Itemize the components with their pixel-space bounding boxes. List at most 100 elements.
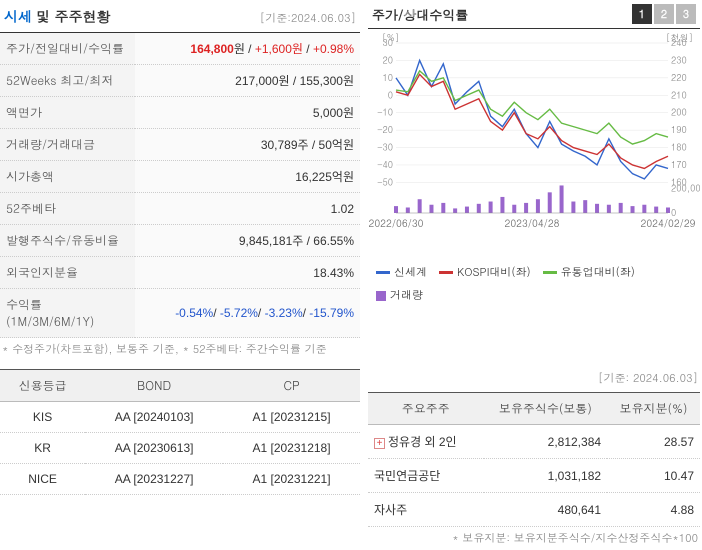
chart-tab-2[interactable]: 2 — [654, 4, 674, 24]
svg-text:190: 190 — [671, 123, 687, 136]
credit-cell: NICE — [0, 464, 85, 495]
shareholder-name: 자사주 — [368, 493, 484, 527]
shareholder-shares: 2,812,384 — [484, 425, 607, 459]
title-ref-date: [기준:2024.06.03] — [260, 11, 356, 26]
kv-key: 주가/전일대비/수익률 — [0, 33, 135, 65]
kv-value: 164,800원 / +1,600원 / +0.98% — [135, 33, 360, 65]
kv-value: 217,000원 / 155,300원 — [135, 65, 360, 97]
kv-key: 발행주식수/유동비율 — [0, 225, 135, 257]
legend-label: 유통업대비(좌) — [561, 265, 635, 280]
svg-text:-30: -30 — [377, 141, 393, 154]
shareholder-col-header: 보유주식수(보통) — [484, 393, 607, 425]
svg-text:2022/06/30: 2022/06/30 — [369, 216, 424, 230]
svg-text:210: 210 — [671, 88, 687, 101]
kv-value: 30,789주 / 50억원 — [135, 129, 360, 161]
svg-text:-20: -20 — [377, 123, 393, 136]
credit-cell: KIS — [0, 402, 85, 433]
relative-return-chart: 3024020230102200210-10200-20190-30180-40… — [368, 29, 700, 261]
credit-cell: AA [20231227] — [85, 464, 223, 495]
credit-cell: AA [20230613] — [85, 433, 223, 464]
shareholder-footnote: * 보유지분: 보유지분주식수/지수산정주식수*100 — [368, 527, 700, 550]
svg-text:10: 10 — [383, 71, 394, 84]
kv-key: 액면가 — [0, 97, 135, 129]
chart-tab-1[interactable]: 1 — [632, 4, 652, 24]
shareholder-shares: 480,641 — [484, 493, 607, 527]
legend-item: KOSPI대비(좌) — [439, 265, 531, 280]
svg-text:-50: -50 — [377, 175, 393, 188]
legend-swatch — [439, 271, 453, 274]
kv-key: 거래량/거래대금 — [0, 129, 135, 161]
table-row: 자사주480,6414.88 — [368, 493, 700, 527]
shareholder-pct: 10.47 — [607, 459, 700, 493]
svg-text:-40: -40 — [377, 158, 393, 171]
svg-text:2023/04/28: 2023/04/28 — [505, 216, 560, 230]
credit-col-header: BOND — [85, 370, 223, 402]
kv-key: 52Weeks 최고/최저 — [0, 65, 135, 97]
legend-label: KOSPI대비(좌) — [457, 265, 531, 280]
svg-text:170: 170 — [671, 158, 687, 171]
price-summary-table: 주가/전일대비/수익률164,800원 / +1,600원 / +0.98%52… — [0, 33, 360, 338]
svg-text:20: 20 — [383, 53, 394, 66]
kv-value: 18.43% — [135, 257, 360, 289]
title-main: 및 주주현황 — [36, 6, 111, 26]
legend-item: 신세계 — [376, 265, 427, 280]
shareholder-ref-date: [기준: 2024.06.03] — [368, 367, 700, 390]
credit-col-header: 신용등급 — [0, 370, 85, 402]
legend-label: 신세계 — [394, 265, 427, 280]
credit-col-header: CP — [223, 370, 360, 402]
table-row: NICEAA [20231227]A1 [20231221] — [0, 464, 360, 495]
svg-text:220: 220 — [671, 71, 687, 84]
credit-cell: A1 [20231218] — [223, 433, 360, 464]
kv-value: 5,000원 — [135, 97, 360, 129]
kv-key: 수익률 (1M/3M/6M/1Y) — [0, 289, 135, 338]
chart-tabs: 1 2 3 — [632, 4, 696, 24]
table-row: 국민연금공단1,031,18210.47 — [368, 459, 700, 493]
credit-cell: AA [20240103] — [85, 402, 223, 433]
legend-swatch — [376, 291, 386, 301]
kv-value: 1.02 — [135, 193, 360, 225]
credit-rating-table: 신용등급BONDCP KISAA [20240103]A1 [20231215]… — [0, 369, 360, 495]
legend-item: 거래량 — [376, 288, 423, 303]
svg-text:180: 180 — [671, 141, 687, 154]
shareholder-name: 국민연금공단 — [368, 459, 484, 493]
legend-item: 유통업대비(좌) — [543, 265, 635, 280]
chart-tab-3[interactable]: 3 — [676, 4, 696, 24]
legend-label: 거래량 — [390, 288, 423, 303]
shareholder-pct: 28.57 — [607, 425, 700, 459]
section-title-price: 시세 및 주주현황 [기준:2024.06.03] — [0, 0, 360, 33]
credit-cell: A1 [20231215] — [223, 402, 360, 433]
chart-title: 주가/상대수익률 — [372, 5, 468, 24]
legend-swatch — [376, 271, 390, 274]
kv-value: -0.54%/ -5.72%/ -3.23%/ -15.79% — [135, 289, 360, 338]
kv-key: 시가총액 — [0, 161, 135, 193]
credit-cell: A1 [20231221] — [223, 464, 360, 495]
chart-header: 주가/상대수익률 1 2 3 — [368, 0, 700, 29]
shareholder-col-header: 보유지분(%) — [607, 393, 700, 425]
kv-value: 16,225억원 — [135, 161, 360, 193]
svg-text:[천원]: [천원] — [666, 31, 693, 44]
table-row: KISAA [20240103]A1 [20231215] — [0, 402, 360, 433]
chart-legend: 신세계 KOSPI대비(좌) 유통업대비(좌) 거래량 — [368, 261, 700, 307]
svg-text:200,000: 200,000 — [671, 182, 700, 195]
shareholder-name[interactable]: +정유경 외 2인 — [368, 425, 484, 459]
shareholder-pct: 4.88 — [607, 493, 700, 527]
svg-text:230: 230 — [671, 53, 687, 66]
shareholder-table: 주요주주보유주식수(보통)보유지분(%) +정유경 외 2인2,812,3842… — [368, 392, 700, 527]
expand-icon[interactable]: + — [374, 438, 385, 449]
title-accent: 시세 — [4, 6, 32, 26]
svg-text:0: 0 — [388, 88, 393, 101]
shareholder-col-header: 주요주주 — [368, 393, 484, 425]
shareholder-shares: 1,031,182 — [484, 459, 607, 493]
svg-text:-10: -10 — [377, 106, 393, 119]
svg-text:200: 200 — [671, 106, 687, 119]
table-row: +정유경 외 2인2,812,38428.57 — [368, 425, 700, 459]
credit-cell: KR — [0, 433, 85, 464]
svg-text:2024/02/29: 2024/02/29 — [641, 216, 696, 230]
kv-footnote: * 수정주가(차트포함), 보통주 기준, * 52주베타: 주간수익률 기준 — [0, 338, 360, 361]
kv-key: 52주베타 — [0, 193, 135, 225]
kv-value: 9,845,181주 / 66.55% — [135, 225, 360, 257]
legend-swatch — [543, 271, 557, 274]
kv-key: 외국인지분율 — [0, 257, 135, 289]
table-row: KRAA [20230613]A1 [20231218] — [0, 433, 360, 464]
svg-text:[%]: [%] — [382, 31, 399, 44]
